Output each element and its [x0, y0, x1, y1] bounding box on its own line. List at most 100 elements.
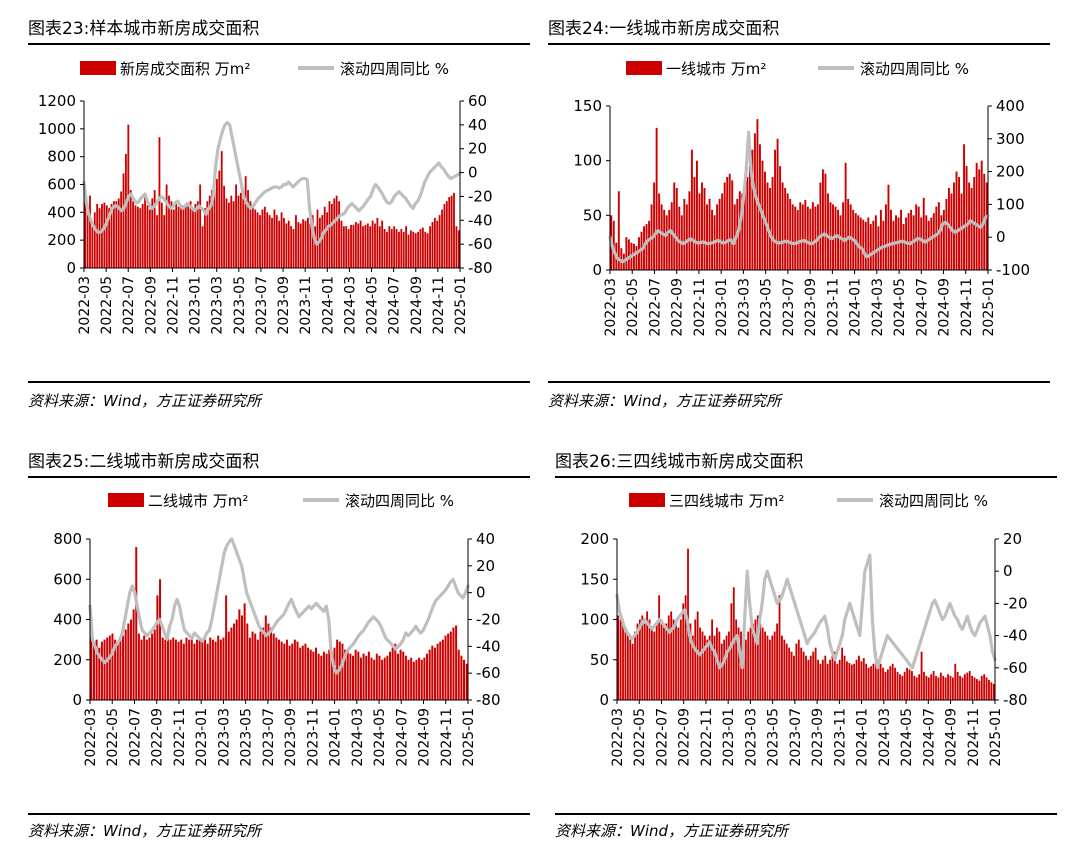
bar	[187, 202, 190, 268]
bar	[288, 645, 291, 700]
bar	[346, 651, 349, 700]
bar	[771, 177, 774, 270]
x-tick-label: 2024-07	[387, 276, 403, 335]
bar	[906, 667, 909, 700]
bar	[781, 182, 784, 270]
bar	[307, 217, 309, 268]
bar	[801, 204, 804, 270]
bar	[352, 655, 355, 700]
bar	[892, 220, 895, 270]
bar	[407, 659, 410, 700]
bar	[354, 222, 357, 268]
yoy-line	[608, 130, 990, 264]
bar	[404, 655, 407, 700]
chart-panel-tier2-cities: 图表25:二线城市新房成交面积 0 200 400 600 800 -80 -60 -40 -2…	[28, 447, 538, 847]
source-note: 资料来源：Wind，方正证券研究所	[28, 392, 262, 410]
bar	[357, 651, 360, 700]
bar	[773, 631, 776, 700]
bar	[409, 230, 412, 268]
bar	[359, 220, 362, 268]
bar	[756, 119, 759, 271]
bar	[725, 635, 728, 700]
bar	[320, 655, 323, 700]
bar	[685, 204, 688, 270]
x-tick-label: 2024-03	[877, 708, 893, 767]
bar	[256, 212, 259, 268]
bar	[201, 641, 204, 700]
bar	[872, 663, 875, 700]
bar	[898, 674, 901, 700]
bar	[839, 215, 842, 270]
bar	[261, 209, 264, 268]
x-tick-label: 2022-07	[121, 276, 137, 335]
bar	[206, 201, 209, 268]
bar	[663, 209, 666, 270]
bar	[218, 170, 221, 268]
bar	[677, 627, 680, 700]
bar	[910, 209, 913, 270]
bar	[340, 220, 343, 268]
x-tick-label: 2024-09	[409, 276, 425, 335]
bar	[168, 195, 170, 268]
bar	[266, 212, 269, 268]
bar	[330, 651, 333, 700]
bar	[321, 215, 324, 268]
bar	[381, 659, 384, 700]
bar	[737, 627, 740, 700]
bar	[160, 202, 163, 268]
bar	[632, 243, 635, 270]
x-tick-label: 2023-07	[261, 708, 277, 767]
bar	[259, 215, 261, 268]
bar	[139, 208, 142, 268]
bar	[328, 649, 331, 700]
bar	[927, 220, 930, 270]
bar	[140, 639, 143, 701]
bar	[117, 198, 120, 268]
bar	[894, 667, 896, 700]
x-tick-label: 2022-07	[655, 708, 671, 767]
x-tick-label: 2024-01	[848, 278, 864, 337]
right-tick-label: -40	[1003, 627, 1028, 645]
bar	[227, 202, 230, 268]
bar	[254, 633, 257, 700]
x-tick-label: 2023-05	[239, 708, 255, 767]
right-tick-label: -60	[476, 664, 501, 682]
bar	[402, 231, 405, 268]
bar	[244, 176, 247, 268]
bar	[978, 169, 981, 270]
x-tick-label: 2024-03	[350, 708, 366, 767]
bar	[164, 639, 167, 701]
bar	[390, 229, 393, 268]
bar	[824, 173, 827, 270]
bar	[942, 209, 945, 270]
bar	[90, 619, 93, 700]
bar	[381, 220, 384, 268]
bar	[391, 647, 394, 700]
bar	[752, 623, 754, 700]
bar	[436, 643, 439, 700]
bar	[641, 615, 644, 700]
bar	[196, 201, 199, 268]
bar	[158, 137, 161, 268]
left-tick-label: 100	[580, 611, 609, 629]
bar	[786, 193, 789, 270]
legend-line-label: 滚动四周同比 %	[345, 492, 454, 510]
bar	[122, 173, 125, 268]
bar	[113, 201, 115, 268]
bar	[314, 226, 317, 268]
bar	[638, 237, 640, 270]
bar	[285, 223, 288, 268]
bar	[110, 203, 113, 268]
bar	[426, 653, 429, 700]
bar	[667, 615, 670, 700]
bar	[396, 653, 399, 700]
x-tick-label: 2023-03	[736, 278, 752, 337]
bar	[925, 675, 928, 700]
bar	[723, 182, 726, 270]
bar	[748, 166, 751, 270]
bar	[617, 615, 620, 700]
bar	[184, 203, 187, 268]
bar	[949, 675, 952, 700]
bar	[273, 209, 276, 268]
bar	[185, 637, 188, 700]
